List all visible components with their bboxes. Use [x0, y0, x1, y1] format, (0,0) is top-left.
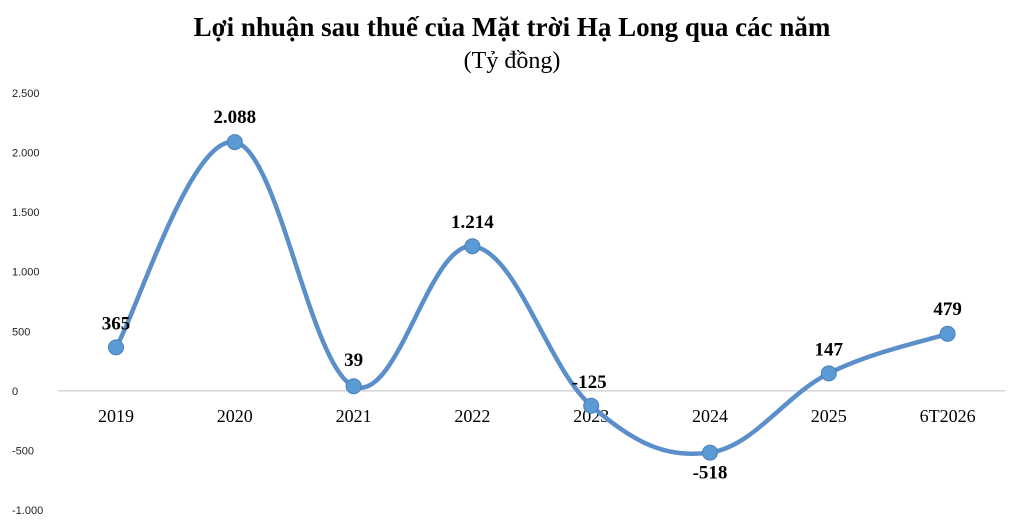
y-tick-label: 2.000 [12, 148, 40, 160]
x-tick-label: 2019 [98, 406, 134, 426]
y-tick-label: 500 [12, 326, 30, 338]
data-point-marker [939, 325, 956, 342]
data-point-marker [226, 134, 243, 151]
y-tick-label: 1.000 [12, 267, 40, 279]
y-tick-label: -1.000 [12, 505, 43, 517]
data-label: 479 [933, 299, 962, 320]
data-label: 1.214 [451, 212, 494, 233]
y-tick-label: 1.500 [12, 207, 40, 219]
chart-title: Lợi nhuận sau thuế của Mặt trời Hạ Long … [193, 12, 831, 42]
data-label: 147 [815, 339, 844, 360]
data-point-marker [583, 397, 600, 414]
y-axis: 2.500 2.000 1.500 1.000 500 0 -500 -1.000 [12, 88, 43, 517]
data-point-marker [702, 444, 718, 461]
data-point-marker [464, 238, 481, 255]
data-point-marker [820, 365, 837, 382]
x-axis: 2019 2020 2021 2022 2023 2024 2025 6T2026 [98, 406, 976, 426]
data-markers [108, 134, 956, 461]
y-tick-label: 2.500 [12, 88, 40, 100]
y-tick-label: 0 [12, 386, 18, 398]
data-labels: 365 2.088 39 1.214 -125 -518 147 479 [102, 107, 962, 483]
data-label: 2.088 [213, 107, 256, 128]
x-tick-label: 2024 [692, 406, 728, 426]
data-label: -125 [572, 372, 607, 393]
x-tick-label: 6T2026 [920, 406, 976, 426]
x-tick-label: 2022 [454, 406, 490, 426]
data-label: -518 [693, 463, 728, 484]
x-tick-label: 2020 [217, 406, 253, 426]
data-label: 365 [102, 313, 131, 334]
x-tick-label: 2025 [811, 406, 847, 426]
data-point-marker [108, 339, 124, 356]
data-label: 39 [344, 350, 363, 371]
y-tick-label: -500 [12, 445, 34, 457]
data-point-marker [345, 378, 362, 395]
chart-subtitle: (Tỷ đồng) [463, 48, 561, 74]
x-tick-label: 2021 [336, 406, 372, 426]
